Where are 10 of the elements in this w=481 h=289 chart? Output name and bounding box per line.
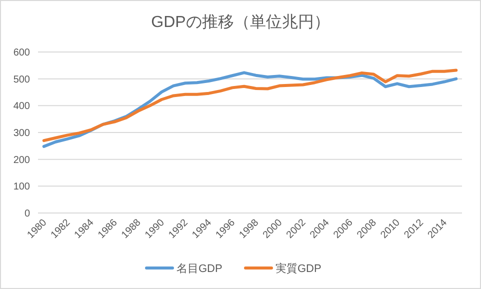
legend-label: 名目GDP [176, 263, 222, 275]
y-tick-label: 100 [13, 182, 30, 193]
legend-label: 実質GDP [276, 262, 322, 275]
y-tick-label: 300 [13, 128, 30, 139]
y-tick-label: 500 [13, 74, 30, 86]
y-tick-label: 200 [13, 154, 30, 166]
y-tick-label: 400 [13, 101, 30, 112]
y-tick-label: 0 [24, 208, 30, 220]
chart-title: GDPの推移（単位兆円） [151, 13, 330, 31]
y-tick-label: 600 [13, 48, 30, 58]
